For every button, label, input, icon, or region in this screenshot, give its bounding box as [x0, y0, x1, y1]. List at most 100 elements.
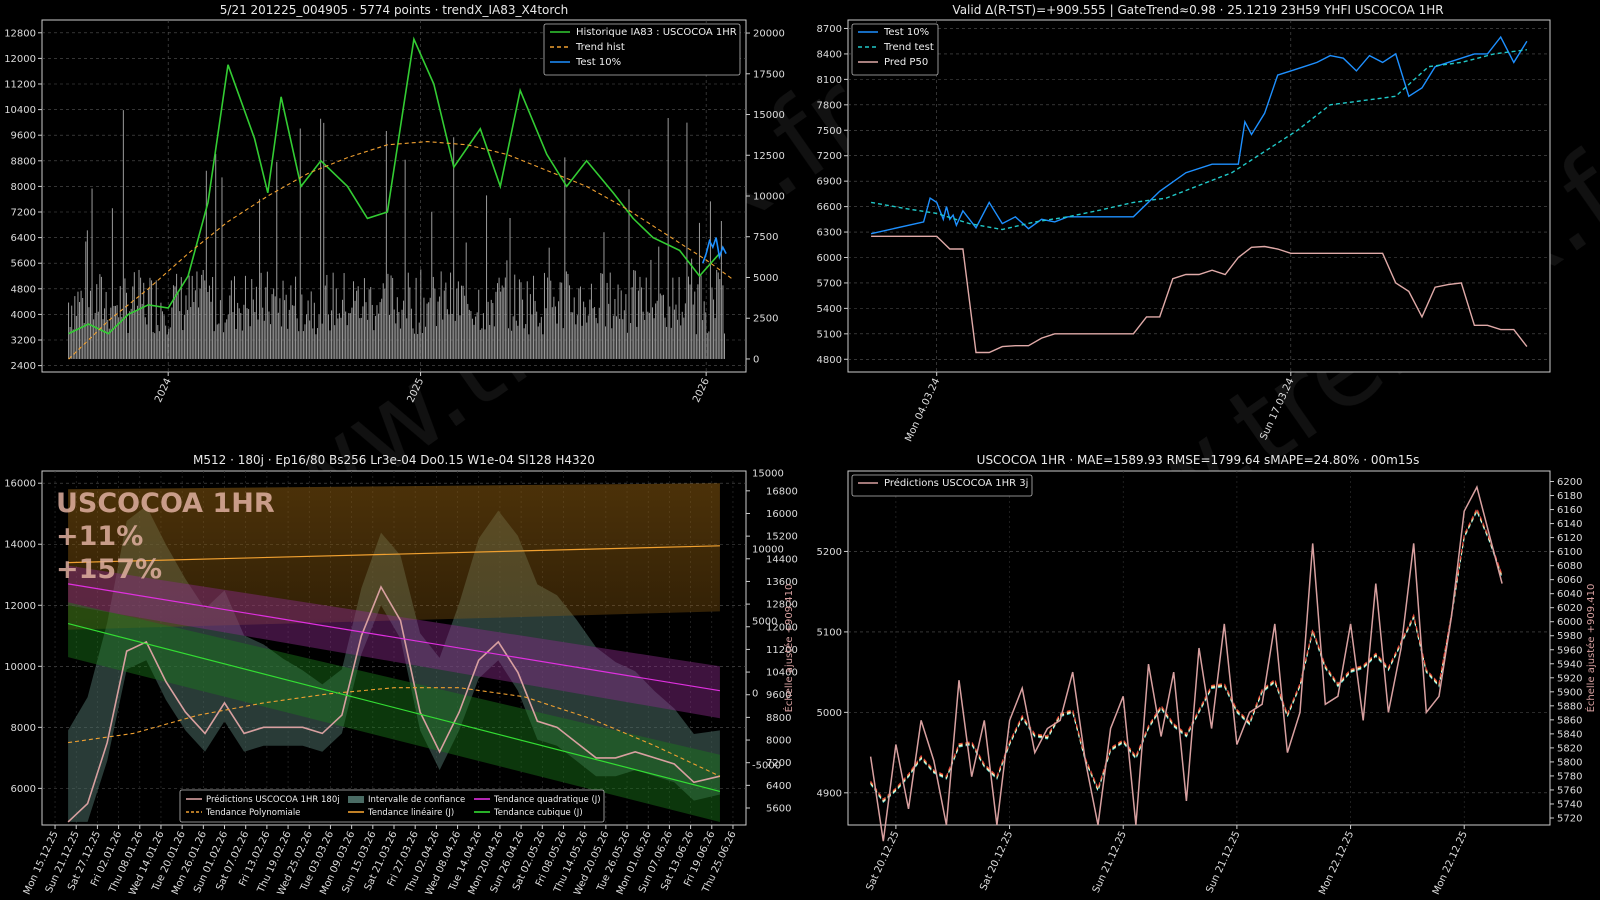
y2-label-bl: Échelle ajustée +909.410 [782, 584, 795, 713]
series-line-polynomial [68, 687, 721, 777]
y-tick-label-4: 5600 [11, 259, 36, 270]
y2-tick-label-5: 5820 [1557, 743, 1582, 754]
chart-title-tl: 5/21 201225_004905 · 5774 points · trend… [220, 3, 568, 17]
y2-axis-tl: 0 2500 5000 7500 10000 12500 15000 17500 20000 [746, 29, 785, 365]
y2-tick-label-17: 6060 [1557, 575, 1582, 586]
legend-label-2: Intervalle de confiance [368, 795, 465, 805]
legend-label-0: Prédictions USCOCOA 1HR 3j [884, 477, 1028, 489]
y-tick-label-11: 8100 [817, 75, 842, 86]
y-axis-bl: 6000 8000 10000 12000 14000 16000 [4, 479, 42, 795]
overlay-pct-1: +11% [56, 521, 143, 552]
y-tick-label-2: 5400 [817, 304, 842, 315]
y2-tick-label-4: 8800 [766, 713, 791, 724]
y2-tick-label-1: 6400 [766, 781, 791, 792]
y2-tick-label-9: 5900 [1557, 687, 1582, 698]
legend-box [851, 474, 1033, 497]
y2-tick-label-6: 15000 [753, 110, 785, 121]
y2-tick-label-12: 5960 [1557, 645, 1582, 656]
cubic-trend-band [68, 602, 720, 822]
y2-tick-label-8: 12000 [766, 622, 798, 633]
y2-tick-label-21: 6140 [1557, 519, 1582, 530]
y2-tick-label-16: 6040 [1557, 589, 1582, 600]
y-tick-label-6: 7200 [11, 208, 36, 219]
chart-title-bl: M512 · 180j · Ep16/80 Bs256 Lr3e-04 Do0.… [193, 453, 595, 467]
y-tick-label-3: 4800 [11, 284, 36, 295]
y2-tick-label-0: 0 [753, 354, 759, 365]
y-tick-label-1: 3200 [11, 336, 36, 347]
y-tick-label-8: 7200 [817, 151, 842, 162]
series-lines-bl [67, 545, 721, 823]
legend-label-1: Trend test [883, 42, 934, 53]
quadratic-trend-band [68, 565, 720, 719]
y2-tick-label-23: 6180 [1557, 491, 1582, 502]
y2-tick-label-12: 15200 [766, 532, 798, 543]
x-tick-label-5: Mon 22.12.25 [1431, 830, 1470, 897]
y-tick-label-5: 16000 [4, 479, 36, 490]
y3-axis-bl: 15000 10000 5000 0 -5000 [752, 469, 784, 772]
panel-top-left: 5/21 201225_004905 · 5774 points · trend… [4, 3, 785, 404]
legend-br: Prédictions USCOCOA 1HR 3j [851, 474, 1033, 497]
y2-tick-label-18: 6080 [1557, 561, 1582, 572]
y-tick-label-9: 9600 [11, 131, 36, 142]
legend-box [543, 23, 741, 76]
legend-label-0: Prédictions USCOCOA 1HR 180j [206, 794, 340, 805]
y2-tick-label-0: 5600 [766, 804, 791, 815]
y2-tick-label-6: 5840 [1557, 729, 1582, 740]
y2-tick-label-3: 5780 [1557, 771, 1582, 782]
y-tick-label-2: 10000 [4, 662, 36, 673]
y-tick-label-2: 4000 [11, 310, 36, 321]
y2-tick-label-15: 6020 [1557, 603, 1582, 614]
y-tick-label-13: 12800 [4, 28, 36, 39]
legend-tl: Historique IA83 : USCOCOA 1HR Trend hist T… [543, 23, 741, 76]
y2-tick-label-13: 5980 [1557, 631, 1582, 642]
series-line-trend-1 [68, 545, 720, 564]
legend-label-2: Pred P50 [884, 57, 928, 68]
y2-tick-label-5: 12500 [753, 151, 785, 162]
grid-tr [848, 20, 1550, 372]
series-line-0 [68, 36, 720, 335]
y-tick-label-1: 5100 [817, 329, 842, 340]
series-lines-br [869, 485, 1503, 842]
y-tick-label-0: 4900 [817, 788, 842, 799]
y-tick-label-7: 6900 [817, 177, 842, 188]
legend-bl: Prédictions USCOCOA 1HR 180j Tendance Pol… [179, 789, 605, 823]
y-tick-label-5: 6300 [817, 228, 842, 239]
y2-tick-label-7: 11200 [766, 645, 798, 656]
legend-label-4: Tendance quadratique (J) [493, 795, 601, 805]
legend-label-0: Historique IA83 : USCOCOA 1HR [576, 27, 737, 38]
y2-axis-bl: 5600 6400 7200 8000 8800 9600 10400 11200 12000 1… [746, 486, 798, 815]
y2-tick-label-19: 6100 [1557, 547, 1582, 558]
y2-tick-label-2: 7200 [766, 758, 791, 769]
y2-tick-label-4: 10000 [753, 192, 785, 203]
series-line-trend-0 [68, 583, 720, 692]
overlay-symbol: USCOCOA 1HR [56, 488, 275, 519]
y2-axis-br: 5720 5740 5760 5780 5800 5820 5840 5860 5880 5900… [1550, 477, 1582, 824]
y-tick-label-9: 7500 [817, 126, 842, 137]
y3-tick-label-0: 15000 [752, 469, 784, 480]
y-tick-label-0: 4800 [817, 355, 842, 366]
y2-tick-label-1: 5740 [1557, 799, 1582, 810]
y-tick-label-3: 5200 [817, 547, 842, 558]
y2-tick-label-2: 5000 [753, 273, 778, 284]
y2-tick-label-9: 12800 [766, 600, 798, 611]
y-tick-label-12: 8400 [817, 49, 842, 60]
chart-title-tr: Valid Δ(R-TST)=+909.555 | GateTrend≈0.98… [952, 3, 1443, 17]
volume-bars-tl [68, 110, 726, 359]
y2-tick-label-5: 9600 [766, 690, 791, 701]
y-tick-label-6: 6600 [817, 202, 842, 213]
y-tick-label-13: 8700 [817, 24, 842, 35]
legend-box [179, 789, 605, 823]
series-line-1 [68, 141, 734, 360]
series-line-predictions [67, 585, 721, 823]
series-line-predictions [869, 485, 1503, 842]
grid-tl [42, 20, 746, 372]
y2-tick-label-13: 16000 [766, 509, 798, 520]
legend-label-3: Tendance linéaire (J) [367, 807, 454, 818]
series-line-1 [870, 49, 1527, 231]
legend-label-1: Tendance Polynomiale [205, 808, 300, 818]
y3-tick-label-1: 10000 [752, 545, 784, 556]
overlay-text: USCOCOA 1HR +11% +157% [56, 488, 275, 585]
bands-bl [68, 483, 720, 822]
x-tick-label-4: Mon 22.12.25 [1317, 830, 1356, 897]
